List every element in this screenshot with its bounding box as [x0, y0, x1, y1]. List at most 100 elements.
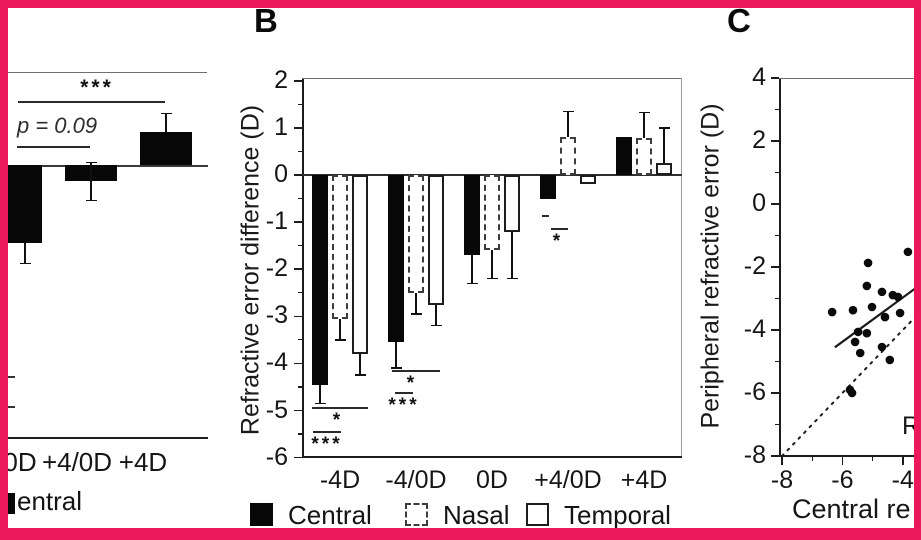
error-bar-cap	[638, 111, 650, 114]
bar-central-0D	[2, 165, 42, 243]
scatter-point	[880, 312, 890, 322]
y-tick-major	[771, 329, 779, 331]
x-tick-minor	[811, 457, 813, 461]
panel-c-y-axis-label: Peripheral refractive error (D)	[696, 103, 725, 429]
legend-label-central: Central	[288, 500, 372, 530]
y-tick-label: -2	[265, 254, 288, 283]
x-tick-major	[841, 457, 844, 465]
y-tick-label: -1	[265, 207, 288, 236]
scatter-point	[867, 302, 877, 312]
error-bar-cap	[486, 277, 498, 280]
significance-line	[18, 101, 165, 103]
panel-b-zero-line	[303, 174, 682, 176]
y-tick-major	[294, 221, 302, 223]
error-bar	[567, 111, 569, 138]
frame-border-left	[0, 0, 8, 540]
significance-line	[313, 431, 341, 433]
scatter-point	[850, 337, 860, 347]
significance-stars: ***	[80, 76, 114, 99]
error-bar	[395, 342, 397, 369]
scatter-point	[877, 287, 887, 297]
frame-border-right	[914, 0, 921, 540]
y-tick-major	[771, 77, 779, 79]
y-tick-label: -8	[743, 441, 766, 469]
significance-line	[551, 228, 568, 230]
x-tick-label: -4D	[319, 466, 361, 494]
scatter-point	[862, 281, 872, 291]
bar-temporal--4D	[352, 175, 368, 354]
significance-stars: *	[552, 231, 564, 252]
scatter-point	[848, 305, 858, 315]
error-bar-cap	[19, 262, 31, 265]
bar-temporal-+4D	[656, 163, 672, 175]
y-tick-label: -4	[265, 348, 288, 377]
panel-c-letter: C	[727, 2, 751, 39]
scatter-point	[862, 328, 872, 338]
error-bar	[319, 384, 321, 404]
x-tick-label: -8	[770, 466, 794, 494]
legend-swatch-central	[250, 503, 273, 526]
y-tick-major	[771, 392, 779, 394]
error-bar	[511, 231, 513, 279]
y-tick-label: 0	[752, 189, 766, 217]
significance-line	[395, 392, 413, 394]
error-bar	[471, 255, 473, 284]
y-tick-label: -6	[743, 378, 766, 406]
scatter-point	[855, 348, 865, 358]
y-tick-label: 0	[274, 160, 288, 188]
panel-b-top-frame	[302, 78, 682, 79]
error-bar	[90, 162, 92, 182]
y-tick-label: -2	[743, 252, 766, 280]
y-tick-major	[294, 268, 302, 270]
x-tick-label: 0D	[476, 466, 508, 494]
y-tick-major	[294, 315, 302, 318]
panel-b-x-axis	[302, 456, 682, 458]
y-tick-major	[294, 174, 302, 176]
error-bar-cap	[334, 339, 346, 341]
error-bar-cap	[390, 367, 402, 369]
error-bar-cap	[160, 112, 172, 115]
panel-b-right-frame	[681, 78, 682, 458]
panel-c-x-axis-label-fragment: Central re	[792, 494, 911, 524]
y-tick-minor	[775, 108, 779, 111]
x-tick-label: +4D	[620, 466, 668, 494]
y-tick-major	[771, 455, 779, 457]
regression-line	[834, 285, 919, 349]
y-tick-label: -3	[265, 301, 288, 330]
scatter-point	[863, 258, 873, 268]
error-bar-cap	[430, 324, 442, 327]
p-value-label: p = 0.09	[17, 113, 98, 138]
error-bar	[359, 353, 361, 376]
scatter-point	[853, 327, 863, 337]
legend-label-central-cropped: entral	[17, 486, 83, 516]
significance-line	[392, 370, 440, 372]
p-value-underline	[17, 146, 90, 148]
error-bar-cap	[354, 374, 366, 376]
error-bar	[663, 127, 665, 164]
y-tick-minor	[775, 297, 779, 300]
frame-border-top	[0, 0, 921, 8]
y-tick-minor	[298, 245, 302, 247]
scatter-point	[903, 247, 913, 257]
error-bar-cap	[658, 127, 670, 129]
bar-temporal-+4/0D	[580, 175, 596, 185]
y-tick-minor	[775, 234, 779, 237]
bar-nasal-+4/0D	[560, 137, 576, 175]
y-tick-minor	[775, 171, 779, 174]
legend-swatch-temporal	[526, 503, 549, 526]
y-tick-major	[771, 203, 779, 205]
error-bar-cap	[466, 282, 478, 285]
y-tick-major	[294, 127, 302, 129]
error-bar-cap	[562, 110, 574, 113]
y-tick-label: -6	[265, 442, 288, 471]
bar-nasal-0D	[484, 175, 500, 251]
error-bar-cap	[410, 313, 422, 315]
panel-b-y-axis	[302, 78, 304, 458]
frame-border-bottom	[0, 528, 921, 540]
y-tick-major	[771, 140, 779, 142]
significance-stars: *	[332, 410, 344, 431]
error-bar	[339, 318, 341, 340]
y-tick-major	[294, 409, 302, 412]
